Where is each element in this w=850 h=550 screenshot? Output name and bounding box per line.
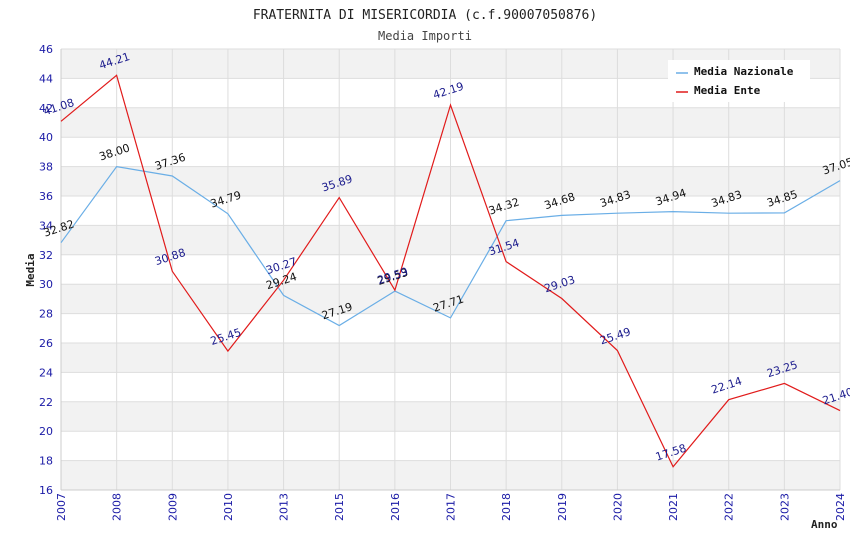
x-axis-label: Anno (811, 518, 838, 531)
legend-label-media-ente: Media Ente (694, 84, 761, 97)
x-tick-label: 2007 (55, 493, 68, 521)
y-tick-label: 32 (39, 249, 53, 262)
x-tick-label: 2020 (611, 493, 624, 521)
y-tick-label: 18 (39, 455, 53, 468)
series-line-media-nazionale (60, 165, 841, 327)
x-tick-label: 2022 (723, 493, 736, 521)
series-line-media-ente (60, 74, 841, 468)
axes (60, 49, 840, 491)
y-axis-ticks: 16 18 20 22 24 26 28 30 32 34 36 38 40 42 44 46 (39, 43, 53, 497)
legend-box (668, 60, 810, 102)
legend: Media Nazionale Media Ente (668, 60, 810, 102)
x-tick-label: 2010 (222, 493, 235, 521)
y-tick-label: 38 (39, 161, 53, 174)
x-tick-label: 2015 (333, 493, 346, 521)
data-label: 34.32 (487, 195, 521, 217)
series-lines (60, 74, 841, 468)
x-tick-label: 2009 (166, 493, 179, 521)
data-label: 38.00 (98, 141, 132, 163)
chart-subtitle: Media Importi (378, 29, 472, 43)
x-tick-label: 2008 (111, 493, 124, 521)
y-tick-label: 26 (39, 337, 53, 350)
x-tick-label: 2024 (834, 493, 847, 521)
y-tick-label: 16 (39, 484, 53, 497)
y-tick-label: 28 (39, 308, 53, 321)
y-tick-label: 44 (39, 72, 53, 85)
y-tick-label: 42 (39, 102, 53, 115)
legend-label-media-nazionale: Media Nazionale (694, 65, 794, 78)
y-tick-label: 24 (39, 366, 53, 379)
x-tick-label: 2017 (445, 493, 458, 521)
y-tick-label: 46 (39, 43, 53, 56)
x-tick-label: 2016 (389, 493, 402, 521)
y-tick-label: 30 (39, 278, 53, 291)
x-tick-label: 2019 (556, 493, 569, 521)
x-tick-label: 2018 (500, 493, 513, 521)
x-tick-label: 2021 (667, 493, 680, 521)
y-tick-label: 20 (39, 425, 53, 438)
data-label: 22.14 (710, 374, 744, 396)
y-tick-label: 36 (39, 190, 53, 203)
x-tick-label: 2023 (778, 493, 791, 521)
y-tick-label: 40 (39, 131, 53, 144)
chart-title: FRATERNITA DI MISERICORDIA (c.f.90007050… (253, 8, 597, 23)
y-axis-label: Media (24, 253, 37, 286)
x-axis-ticks: 2007 2008 2009 2010 2013 2015 2016 2017 2018 2019… (55, 493, 847, 521)
x-tick-label: 2013 (278, 493, 291, 521)
y-tick-label: 22 (39, 396, 53, 409)
y-tick-label: 34 (39, 219, 53, 232)
data-label: 42.19 (431, 80, 465, 102)
